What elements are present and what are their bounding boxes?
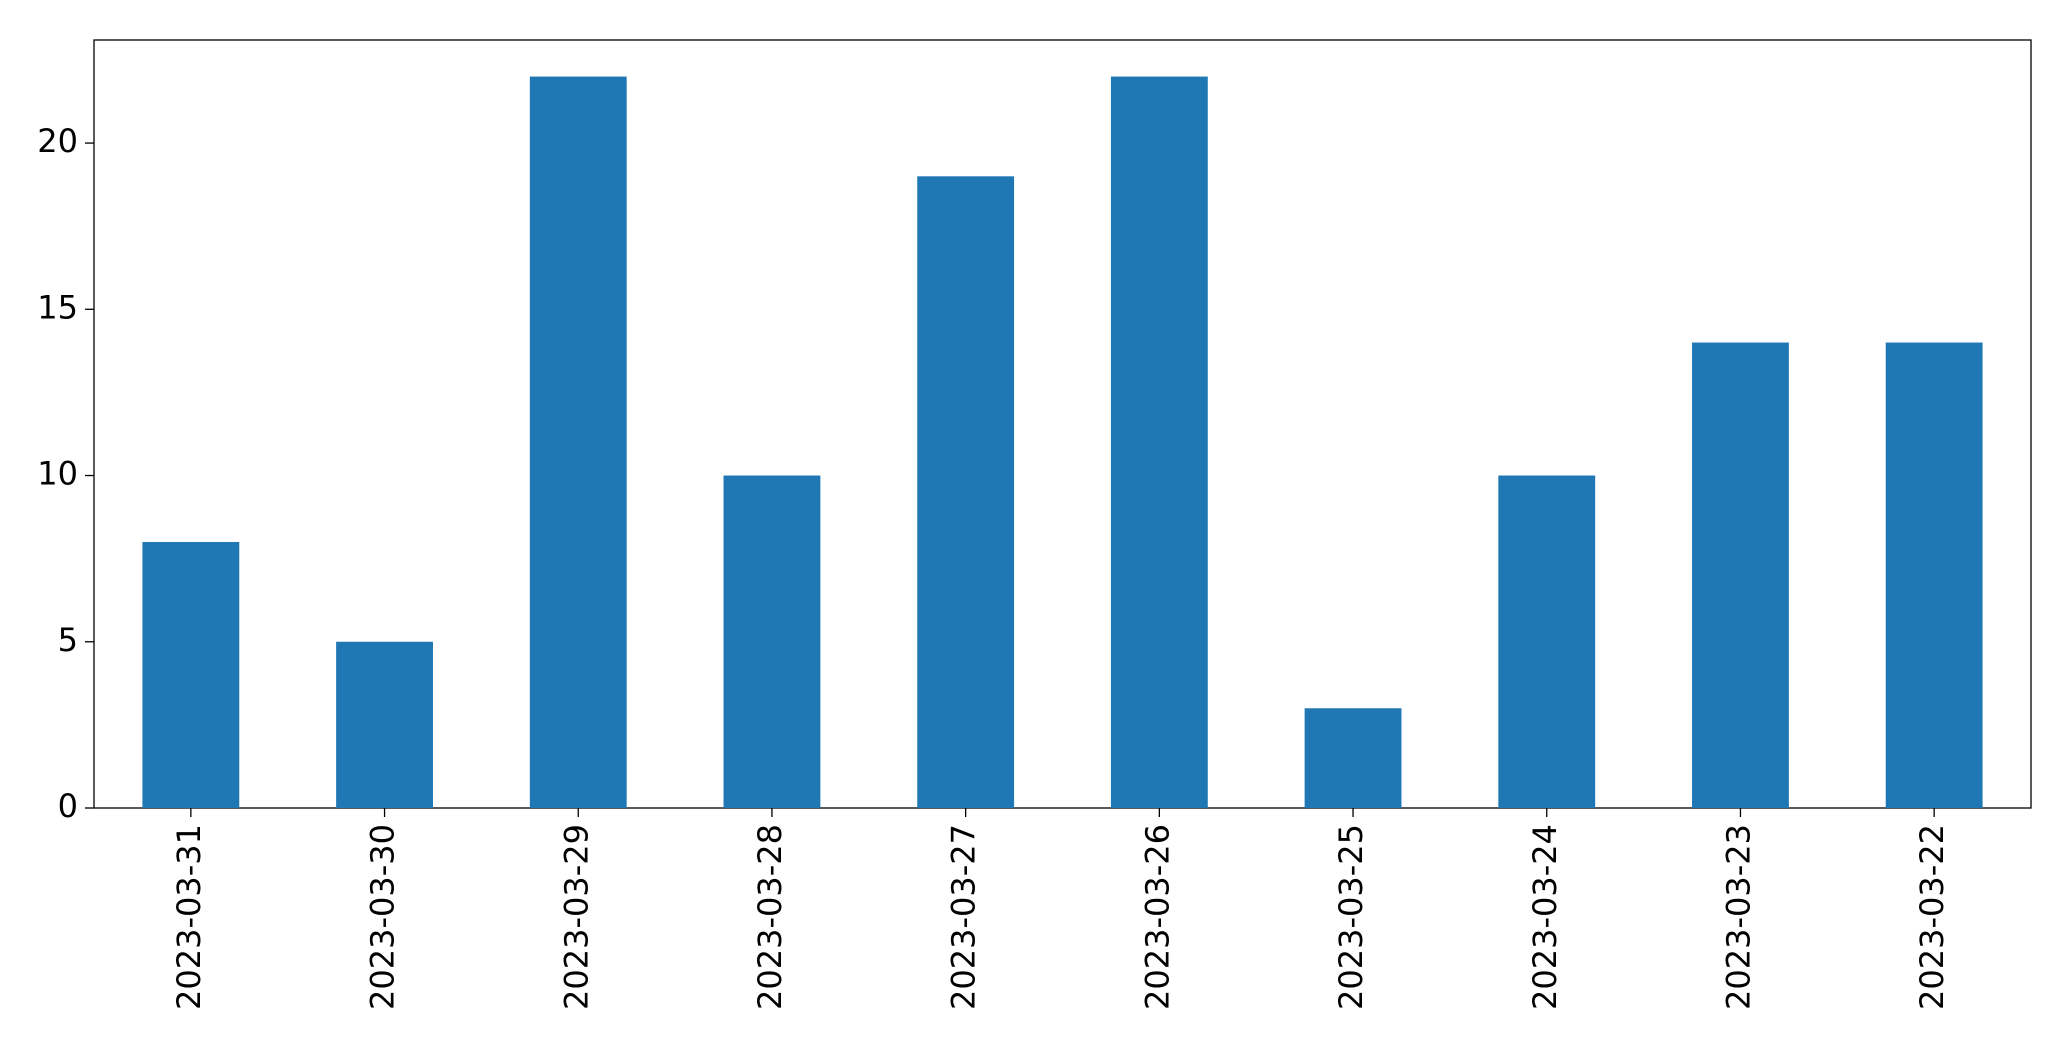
bar xyxy=(336,641,433,808)
x-tick-label: 2023-03-28 xyxy=(751,824,789,1010)
x-tick-label: 2023-03-29 xyxy=(557,824,595,1010)
bar xyxy=(723,475,821,808)
x-tick-label: 2023-03-23 xyxy=(1719,824,1757,1010)
bar xyxy=(917,176,1015,808)
bar xyxy=(142,542,240,808)
x-tick-label: 2023-03-22 xyxy=(1913,824,1951,1010)
y-tick-label: 15 xyxy=(37,288,78,326)
bar xyxy=(1498,475,1596,808)
y-tick-label: 10 xyxy=(37,455,78,493)
plot-frame xyxy=(93,39,2032,809)
x-tick-label: 2023-03-24 xyxy=(1526,824,1564,1010)
y-tick-label: 0 xyxy=(58,787,78,825)
bar xyxy=(1692,342,1789,808)
x-tick-label: 2023-03-31 xyxy=(170,824,208,1010)
y-tick-label: 20 xyxy=(37,122,78,160)
bar xyxy=(529,76,627,809)
x-tick-label: 2023-03-30 xyxy=(364,824,402,1010)
x-tick-label: 2023-03-25 xyxy=(1332,824,1370,1010)
x-tick-label: 2023-03-26 xyxy=(1138,824,1176,1010)
bar xyxy=(1110,76,1208,809)
x-tick-label: 2023-03-27 xyxy=(945,824,983,1010)
bar xyxy=(1885,342,1983,808)
y-tick-label: 5 xyxy=(58,621,78,659)
bar xyxy=(1304,708,1402,808)
